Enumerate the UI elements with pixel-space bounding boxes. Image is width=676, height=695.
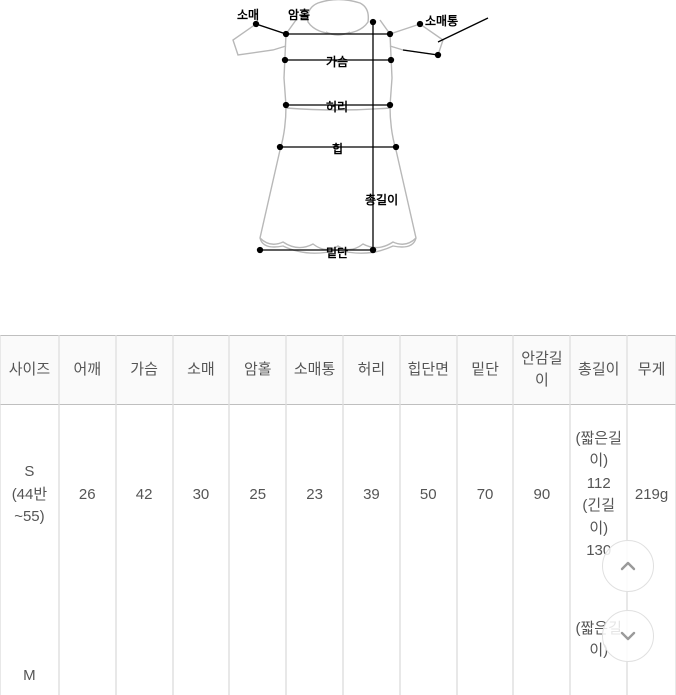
- cell: [400, 585, 457, 695]
- scroll-down-button[interactable]: [602, 610, 654, 662]
- cell-size-m: M: [0, 585, 59, 695]
- col-size: 사이즈: [0, 335, 59, 405]
- col-lining: 안감길이: [513, 335, 570, 405]
- col-waist: 허리: [343, 335, 400, 405]
- chevron-up-icon: [618, 556, 638, 576]
- label-heori: 허리: [326, 98, 348, 115]
- table-row: S(44반~55) 26 42 30 25 23 39 50 70 90 (짧은…: [0, 405, 676, 585]
- size-table: 사이즈 어깨 가슴 소매 암홀 소매통 허리 힙단면 밑단 안감길이 총길이 무…: [0, 335, 676, 695]
- cell: 30: [173, 405, 230, 585]
- cell: 50: [400, 405, 457, 585]
- col-hem: 밑단: [457, 335, 514, 405]
- cell: [457, 585, 514, 695]
- col-hip: 힙단면: [400, 335, 457, 405]
- cell: [513, 585, 570, 695]
- label-mitdan: 밑단: [326, 244, 348, 261]
- col-sleevehem: 소매통: [286, 335, 343, 405]
- cell: 70: [457, 405, 514, 585]
- label-amhole: 암홀: [288, 6, 310, 23]
- scroll-up-button[interactable]: [602, 540, 654, 592]
- label-somae: 소매: [237, 6, 259, 23]
- col-weight: 무게: [627, 335, 676, 405]
- cell: [343, 585, 400, 695]
- table-row: M (짧은길이): [0, 585, 676, 695]
- col-sleeve: 소매: [173, 335, 230, 405]
- label-chonggiri: 총길이: [365, 191, 398, 208]
- cell: 26: [59, 405, 116, 585]
- label-somaetong: 소매통: [425, 12, 458, 29]
- label-hip: 힙: [332, 140, 343, 157]
- cell: 25: [229, 405, 286, 585]
- cell: 23: [286, 405, 343, 585]
- cell: [286, 585, 343, 695]
- label-gaseum: 가슴: [326, 53, 348, 70]
- col-armhole: 암홀: [229, 335, 286, 405]
- cell: 42: [116, 405, 173, 585]
- col-totallen: 총길이: [570, 335, 627, 405]
- cell: [173, 585, 230, 695]
- cell: 39: [343, 405, 400, 585]
- cell: [116, 585, 173, 695]
- chevron-down-icon: [618, 626, 638, 646]
- cell: [229, 585, 286, 695]
- col-shoulder: 어깨: [59, 335, 116, 405]
- cell-size-s: S(44반~55): [0, 405, 59, 585]
- cell: 90: [513, 405, 570, 585]
- dress-diagram: 소매 암홀 소매통 가슴 허리 힙 총길이 밑단: [0, 0, 676, 280]
- col-bust: 가슴: [116, 335, 173, 405]
- cell: [59, 585, 116, 695]
- table-header-row: 사이즈 어깨 가슴 소매 암홀 소매통 허리 힙단면 밑단 안감길이 총길이 무…: [0, 335, 676, 405]
